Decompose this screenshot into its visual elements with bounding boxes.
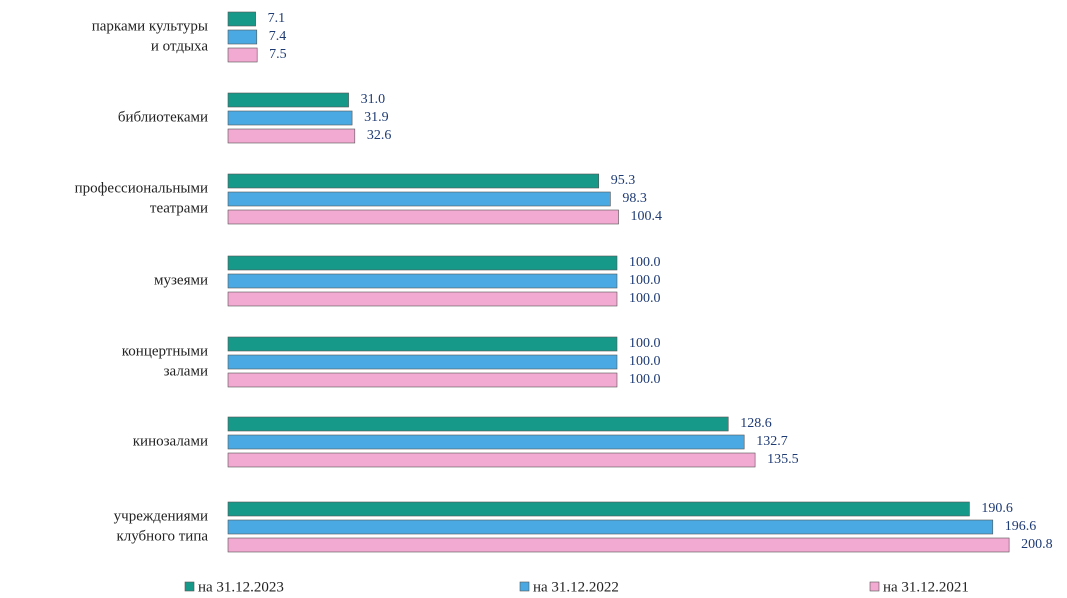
category-label: клубного типа [116,528,208,544]
value-label: 135.5 [767,452,799,467]
bar [227,47,258,63]
legend-swatch [869,581,880,592]
value-label: 190.6 [981,501,1013,516]
legend-swatch [184,581,195,592]
category-label: парками культуры [92,18,208,34]
bar [227,519,994,535]
category-label: музеями [154,272,208,288]
bar [227,209,619,225]
bar [227,273,618,289]
category-label: и отдыха [151,38,208,54]
value-label: 100.0 [629,354,661,369]
legend-label: на 31.12.2022 [533,579,619,595]
bar [227,191,611,207]
value-label: 32.6 [367,128,392,143]
bar [227,11,256,27]
bar [227,110,353,126]
value-label: 200.8 [1021,537,1053,552]
value-label: 100.0 [629,255,661,270]
value-label: 98.3 [622,191,647,206]
legend-label: на 31.12.2021 [883,579,969,595]
bar [227,452,756,468]
category-label: концертными [122,343,208,359]
bar [227,92,349,108]
value-label: 132.7 [756,434,788,449]
category-label: библиотеками [118,109,208,125]
bar [227,255,618,271]
bar [227,537,1010,553]
bar [227,501,970,517]
category-label: учреждениями [114,508,208,524]
value-label: 128.6 [740,416,772,431]
category-label: кинозалами [133,433,208,449]
bar [227,336,618,352]
bar [227,372,618,388]
bar [227,128,356,144]
category-label: профессиональными [75,180,208,196]
bar [227,173,600,189]
value-label: 100.0 [629,372,661,387]
value-label: 7.5 [269,47,287,62]
value-label: 100.0 [629,336,661,351]
bar [227,29,258,45]
value-label: 100.0 [629,273,661,288]
value-label: 196.6 [1005,519,1036,534]
bar [227,354,618,370]
value-label: 95.3 [611,173,636,188]
legend-label: на 31.12.2023 [198,579,284,595]
value-label: 7.1 [268,11,286,26]
value-label: 100.4 [631,209,663,224]
value-label: 7.4 [269,29,287,44]
value-label: 31.9 [364,110,389,125]
category-label: залами [164,363,208,379]
bar [227,416,729,432]
bar [227,434,745,450]
value-label: 100.0 [629,291,661,306]
category-label: театрами [150,200,208,216]
bar [227,291,618,307]
value-label: 31.0 [361,92,386,107]
legend-swatch [519,581,530,592]
